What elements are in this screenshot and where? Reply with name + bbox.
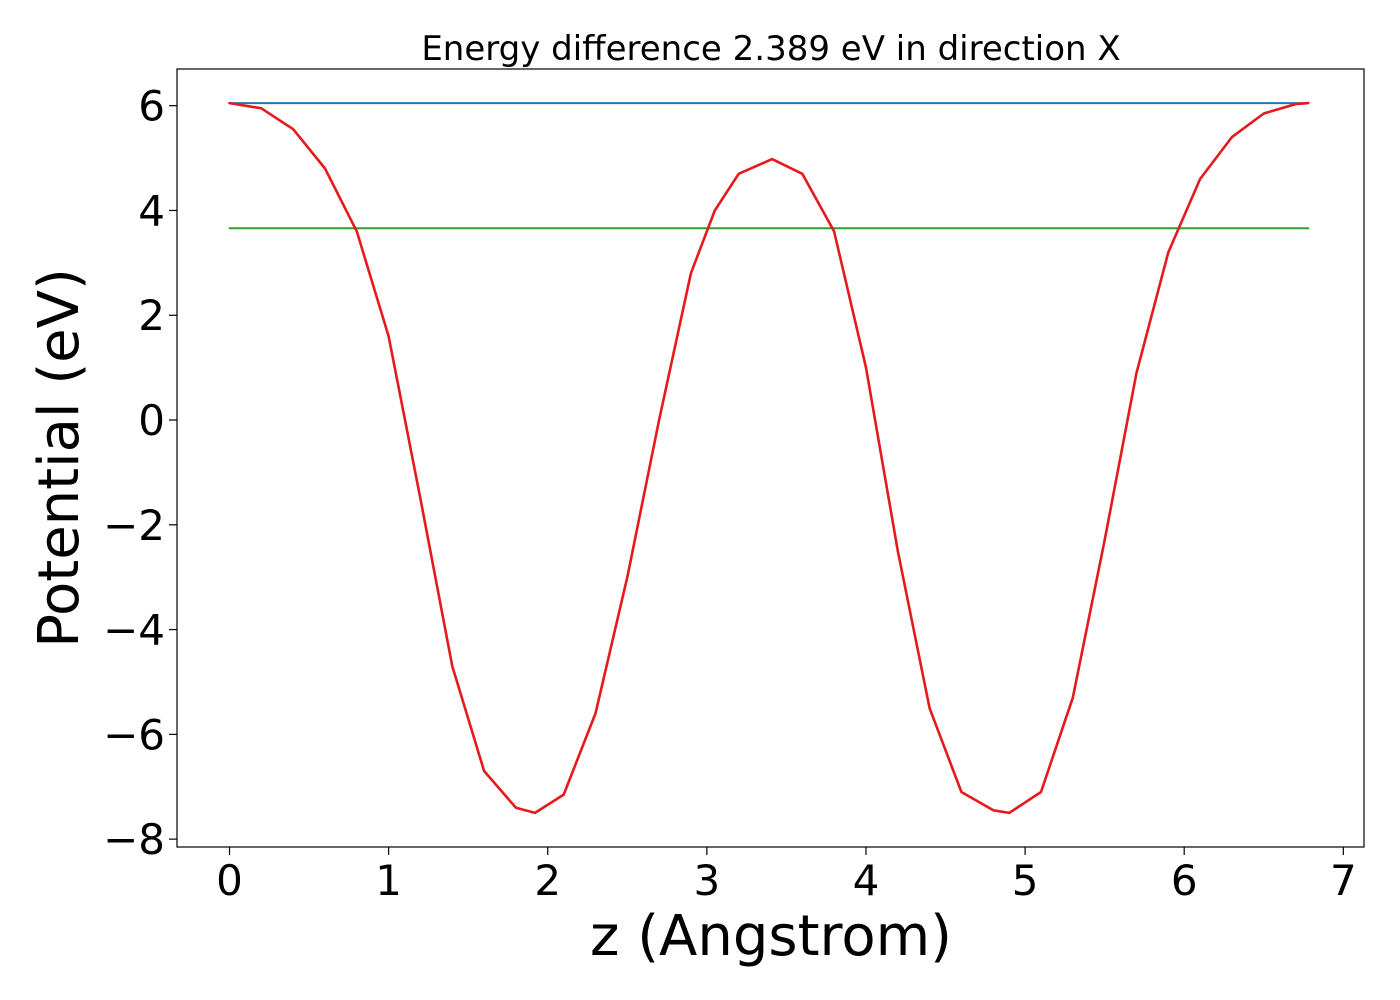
x-tick-label-0: 0 xyxy=(216,856,243,905)
y-axis-label: Potential (eV) xyxy=(27,268,92,648)
y-tick-label-0: 6 xyxy=(138,82,165,131)
y-tick-label-6: −6 xyxy=(103,710,165,759)
x-tick-label-1: 1 xyxy=(375,856,402,905)
plot-area: 0 1 2 3 4 5 6 7 6 4 2 0 −2 −4 −6 −8 xyxy=(103,68,1365,905)
y-tick-label-5: −4 xyxy=(103,606,165,655)
x-axis-label: z (Angstrom) xyxy=(590,904,952,969)
x-tick-label-4: 4 xyxy=(853,856,880,905)
x-tick-label-5: 5 xyxy=(1012,856,1039,905)
y-tick-label-7: −8 xyxy=(103,815,165,864)
axes-frame xyxy=(176,68,1365,848)
x-tick-label-7: 7 xyxy=(1330,856,1357,905)
y-tick-label-3: 0 xyxy=(138,396,165,445)
y-tick-label-2: 2 xyxy=(138,291,165,340)
x-tick-label-6: 6 xyxy=(1171,856,1198,905)
chart-title: Energy difference 2.389 eV in direction … xyxy=(421,29,1120,69)
y-tick-label-1: 4 xyxy=(138,186,165,235)
y-tick-label-4: −2 xyxy=(103,501,165,550)
x-tick-label-3: 3 xyxy=(693,856,720,905)
x-tick-label-2: 2 xyxy=(534,856,561,905)
series-line-3 xyxy=(228,101,1310,815)
